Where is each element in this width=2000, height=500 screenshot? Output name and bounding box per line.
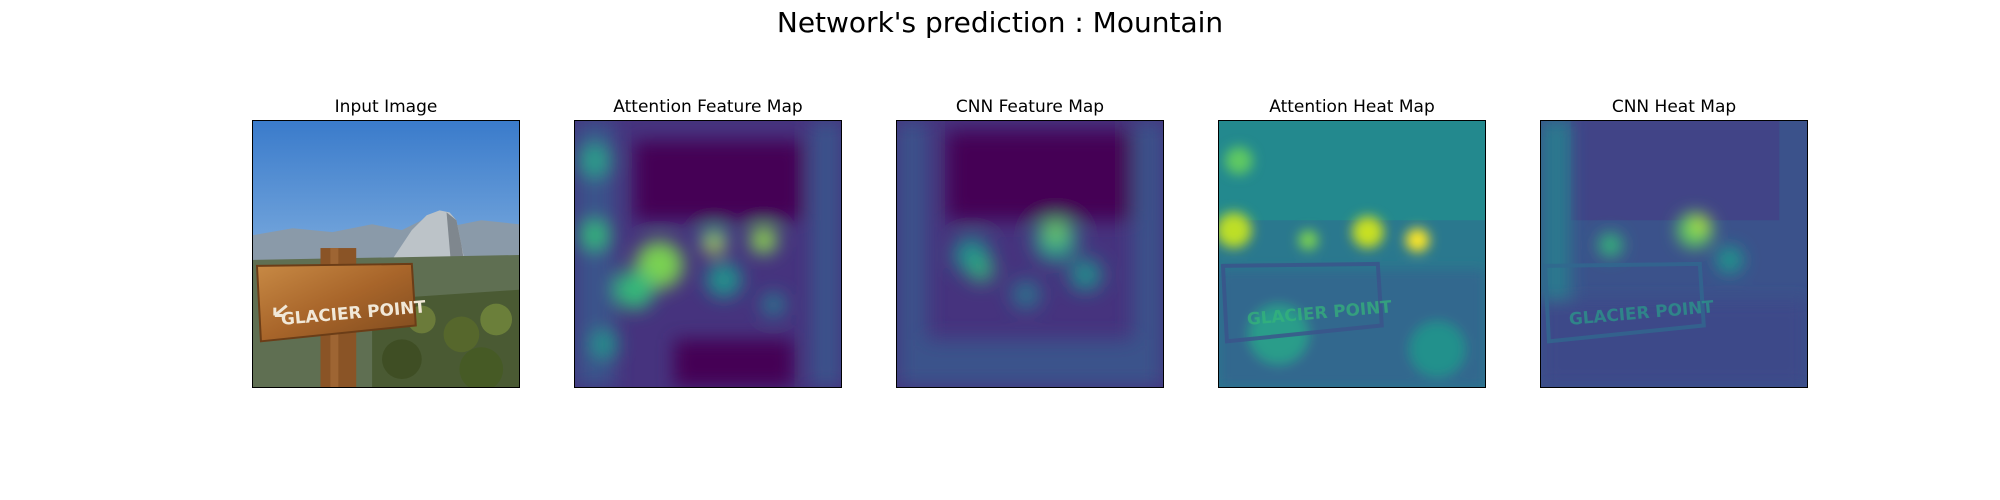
cnn-heat-map: GLACIER POINT <box>1541 121 1807 387</box>
input-image-panel: GLACIER POINT <box>252 120 520 388</box>
panel-title-attention-feature-map: Attention Feature Map <box>613 97 803 117</box>
cnn-feature-map <box>897 121 1163 387</box>
figure-title: Network's prediction : Mountain <box>776 6 1224 39</box>
panel-title-input-image: Input Image <box>334 97 438 117</box>
attention-heat-map: GLACIER POINT <box>1219 121 1485 387</box>
attention-feature-map-panel <box>574 120 842 388</box>
input-image: GLACIER POINT <box>253 121 519 387</box>
cnn-feature-map-panel <box>896 120 1164 388</box>
panel-title-attention-heat-map: Attention Heat Map <box>1269 97 1435 117</box>
panel-title-cnn-feature-map: CNN Feature Map <box>955 97 1105 117</box>
panel-title-cnn-heat-map: CNN Heat Map <box>1611 97 1737 117</box>
attention-heat-map-panel: GLACIER POINT <box>1218 120 1486 388</box>
cnn-heat-map-panel: GLACIER POINT <box>1540 120 1808 388</box>
attention-feature-map <box>575 121 841 387</box>
